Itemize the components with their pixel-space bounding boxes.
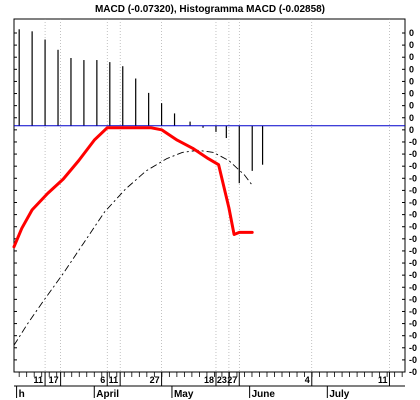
x-day-label: 27	[227, 375, 237, 385]
y-tick-label: -0	[409, 198, 417, 208]
y-tick-label: -0	[409, 185, 417, 195]
y-tick-label: 0	[409, 113, 414, 123]
y-tick-label: -0	[409, 258, 417, 268]
y-tick-label: 0	[409, 76, 414, 86]
vertical-gridlines	[44, 19, 390, 372]
y-tick-label: 0	[409, 28, 414, 38]
x-day-label: 18	[204, 375, 214, 385]
y-tick-label: -0	[409, 246, 417, 256]
y-tick-label: -0	[409, 343, 417, 353]
y-tick-label: -0	[409, 149, 417, 159]
chart-title: MACD (-0.07320), Histogramma MACD (-0.02…	[95, 4, 325, 15]
x-day-label: 11	[109, 375, 119, 385]
x-month-label: June	[252, 389, 276, 400]
y-tick-label: -0	[409, 282, 417, 292]
x-day-label: 27	[150, 375, 160, 385]
y-tick-label: -0	[409, 210, 417, 220]
x-day-label: 4	[305, 375, 310, 385]
x-month-label: May	[174, 389, 194, 400]
y-tick-label: 0	[409, 125, 414, 135]
y-tick-label: -0	[409, 234, 417, 244]
y-tick-label: 0	[409, 101, 414, 111]
y-tick-label: -0	[409, 355, 417, 365]
x-day-label: 6	[100, 375, 105, 385]
macd-line	[12, 126, 254, 249]
y-axis-ticks: 0 0 0 0 0 0 0 0 0 -0 -0 -0 -0 -0 -0 -0 -0 -0 -0 -0 -0 -0 -0 -0 -…	[14, 28, 417, 377]
y-tick-label: -0	[409, 161, 417, 171]
y-tick-label: -0	[409, 294, 417, 304]
y-tick-label: -0	[409, 306, 417, 316]
y-tick-label: 0	[409, 64, 414, 74]
x-day-label: 23	[217, 375, 227, 385]
signal-line	[13, 149, 253, 346]
x-day-label: 11	[378, 375, 388, 385]
y-tick-label: -0	[409, 137, 417, 147]
y-tick-label: -0	[409, 319, 417, 329]
x-month-label: April	[96, 389, 119, 400]
x-axis-ticks: 11 17 6 11 27 18 23 27 4 11h April May June July	[16, 372, 403, 400]
y-tick-label: 0	[409, 40, 414, 50]
y-tick-label: 0	[409, 52, 414, 62]
y-tick-label: -0	[409, 270, 417, 280]
x-day-label: 17	[49, 375, 59, 385]
x-month-label: h	[19, 389, 25, 400]
y-tick-label: -0	[409, 173, 417, 183]
plot-frame	[13, 18, 406, 373]
y-tick-label: 0	[409, 89, 414, 99]
chart-series	[12, 29, 405, 346]
y-tick-label: -0	[409, 222, 417, 232]
y-tick-label: -0	[409, 331, 417, 341]
x-month-label: July	[329, 389, 349, 400]
x-day-label: 11	[34, 375, 44, 385]
y-tick-label: -0	[409, 367, 417, 377]
